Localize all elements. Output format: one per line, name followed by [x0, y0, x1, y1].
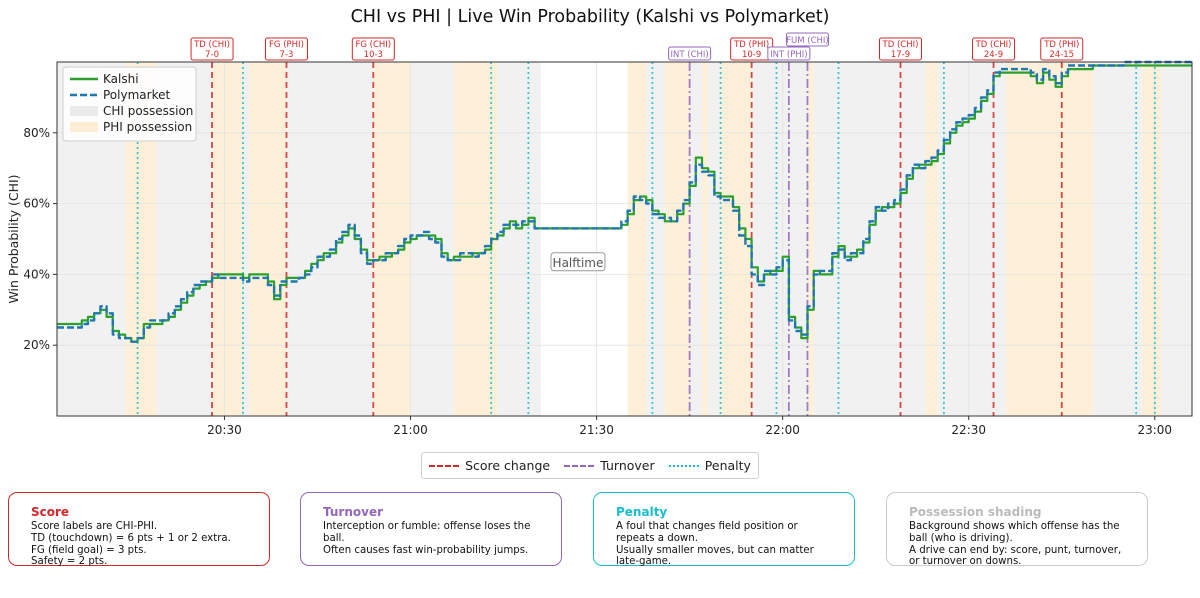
score-event-result: 10-9	[742, 50, 761, 60]
score-line-swatch	[429, 464, 460, 467]
possession-legend-swatch	[70, 106, 98, 116]
score-event-label: TD (CHI)	[193, 40, 230, 50]
plot-frame	[56, 61, 1193, 417]
possession-band-phi	[212, 62, 244, 416]
score-info-card: Score Score labels are CHI-PHI. TD (touc…	[8, 492, 270, 568]
event-legend: Score change Turnover Penalty	[421, 452, 759, 479]
y-tick-label: 20%	[23, 338, 50, 352]
possession-band-phi	[627, 62, 647, 416]
x-tick-label: 22:30	[951, 423, 986, 437]
score-event-box	[1040, 37, 1084, 61]
possession-band-chi	[1092, 62, 1143, 416]
score-event-box	[351, 37, 395, 61]
score-event-result: 24-9	[984, 50, 1003, 60]
possession-band-phi	[249, 62, 287, 416]
possession-band-chi	[751, 62, 808, 416]
possession-band-chi	[1160, 62, 1192, 416]
score-event-result: 17-9	[891, 50, 910, 60]
series-legend-label: Polymarket	[103, 88, 170, 102]
event-legend-turnover-label: Turnover	[600, 458, 655, 473]
penalty-line-swatch	[668, 464, 699, 467]
possession-band-phi	[1142, 62, 1161, 416]
event-legend-turnover: Turnover	[564, 458, 655, 473]
possession-legend-swatch	[70, 122, 98, 132]
turnover-card-title: Turnover	[323, 505, 383, 519]
score-event-label: TD (CHI)	[882, 40, 919, 50]
possession-band-chi	[937, 62, 1006, 416]
score-event-box	[972, 37, 1016, 61]
score-event-label: FG (PHI)	[269, 40, 304, 50]
score-event-result: 24-15	[1049, 50, 1074, 60]
turnover-info-card: Turnover Interception or fumble: offense…	[300, 492, 562, 566]
possession-info-card: Possession shading Background shows whic…	[886, 492, 1148, 568]
score-card-body: Score labels are CHI-PHI. TD (touchdown)…	[31, 521, 231, 568]
turnover-event-box	[668, 46, 712, 61]
possession-band-phi	[925, 62, 938, 416]
possession-band-chi	[689, 62, 703, 416]
possession-band-phi	[702, 62, 709, 416]
halftime-label: Halftime	[553, 256, 604, 270]
possession-card-body: Background shows which offense has the b…	[909, 521, 1122, 568]
chart-title: CHI vs PHI | Live Win Probability (Kalsh…	[351, 7, 830, 27]
score-event-label: TD (CHI)	[975, 40, 1012, 50]
penalty-info-card: Penalty A foul that changes field positi…	[593, 492, 855, 568]
x-tick-label: 20:30	[207, 423, 242, 437]
turnover-event-label: INT (CHI)	[671, 50, 709, 60]
possession-band-phi	[807, 62, 814, 416]
possession-band-phi	[664, 62, 690, 416]
score-event-label: TD (PHI)	[1043, 40, 1079, 50]
event-legend-score-label: Score change	[465, 458, 551, 473]
score-event-box	[264, 37, 308, 61]
x-tick-label: 21:30	[579, 423, 614, 437]
series-legend-label: PHI possession	[103, 120, 192, 134]
possession-card-title: Possession shading	[909, 505, 1042, 519]
x-tick-label: 23:00	[1137, 423, 1172, 437]
score-event-result: 10-3	[364, 50, 383, 60]
turnover-event-label: FUM (CHI)	[786, 36, 829, 46]
turnover-event-box	[767, 46, 811, 61]
penalty-card-body: A foul that changes field position or re…	[616, 521, 814, 568]
turnover-line-swatch	[564, 464, 595, 467]
score-event-result: 7-0	[205, 50, 219, 60]
halftime-box	[550, 252, 606, 272]
possession-band-chi	[497, 62, 541, 416]
event-legend-penalty: Penalty	[668, 458, 751, 473]
turnover-event-label: INT (PHI)	[770, 50, 807, 60]
x-tick-label: 21:00	[393, 423, 428, 437]
possession-band-chi	[243, 62, 250, 416]
y-tick-label: 80%	[23, 126, 50, 140]
possession-band-chi	[646, 62, 665, 416]
possession-band-chi	[708, 62, 721, 416]
event-legend-score: Score change	[429, 458, 550, 473]
score-event-box	[190, 37, 234, 61]
series-legend-label: Kalshi	[103, 72, 139, 86]
y-tick-label: 40%	[23, 267, 50, 281]
x-tick-label: 22:00	[765, 423, 800, 437]
series-legend-label: CHI possession	[103, 104, 193, 118]
score-card-title: Score	[31, 505, 70, 519]
score-event-label: FG (CHI)	[355, 40, 391, 50]
event-legend-penalty-label: Penalty	[704, 458, 751, 473]
turnover-card-body: Interception or fumble: offense loses th…	[323, 521, 531, 556]
score-event-box	[878, 37, 922, 61]
penalty-card-title: Penalty	[616, 505, 668, 519]
score-event-result: 7-3	[280, 50, 294, 60]
turnover-event-box	[785, 32, 829, 47]
possession-band-phi	[1005, 62, 1093, 416]
score-event-label: TD (PHI)	[733, 40, 769, 50]
y-tick-label: 60%	[23, 197, 50, 211]
y-axis-label: Win Probability (CHI)	[6, 174, 21, 303]
